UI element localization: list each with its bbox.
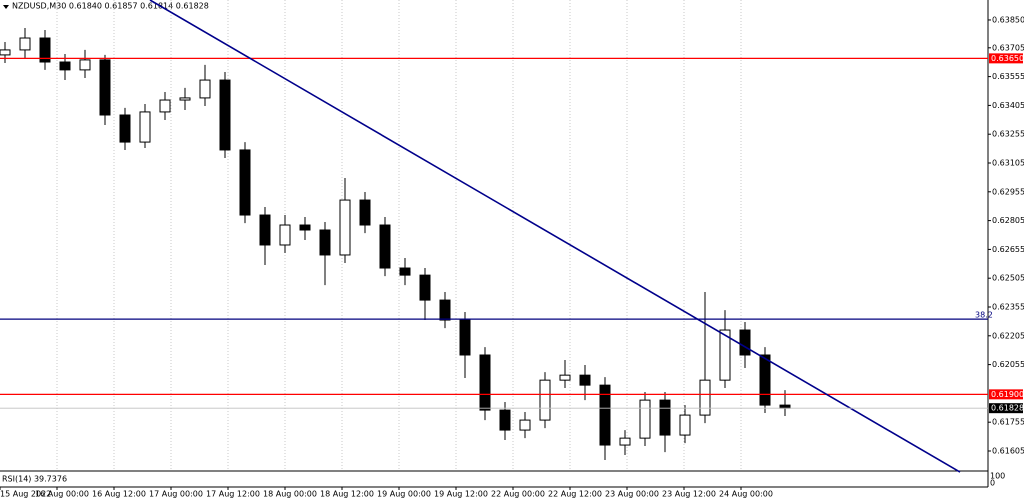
candle-body xyxy=(679,414,691,436)
x-tick-label: 24 Aug 00:00 xyxy=(719,490,773,499)
y-tick-label: 0.61755 xyxy=(992,418,1024,427)
candle-body xyxy=(139,111,151,143)
candle-body xyxy=(779,404,791,409)
x-tick-label: 19 Aug 00:00 xyxy=(377,490,431,499)
candle-body xyxy=(559,374,571,381)
candle-body xyxy=(319,229,331,256)
y-tick-label: 0.63105 xyxy=(992,159,1024,168)
candle-body xyxy=(279,224,291,246)
candle-body xyxy=(39,37,51,63)
last-price-label: 0.61828 xyxy=(991,404,1024,413)
x-tick-label: 17 Aug 12:00 xyxy=(206,490,260,499)
candle-body xyxy=(439,299,451,321)
y-tick-label: 0.63705 xyxy=(992,43,1024,52)
candle-body xyxy=(179,97,191,101)
x-tick-label: 19 Aug 12:00 xyxy=(434,490,488,499)
x-tick-label: 22 Aug 12:00 xyxy=(548,490,602,499)
candle-body xyxy=(479,354,491,411)
candle-body xyxy=(739,329,751,356)
candle-body xyxy=(599,384,611,446)
candle-body xyxy=(199,79,211,99)
y-tick-label: 0.62205 xyxy=(992,331,1024,340)
candle-body xyxy=(539,379,551,421)
candle-body xyxy=(579,374,591,386)
last-price-box xyxy=(989,403,1023,414)
trendline xyxy=(149,0,961,473)
candle-body xyxy=(159,99,171,113)
x-tick-label: 23 Aug 00:00 xyxy=(605,490,659,499)
chart-title: NZDUSD,M30 0.61840 0.61857 0.61814 0.618… xyxy=(12,2,209,11)
candle-body xyxy=(379,224,391,269)
x-tick-label: 16 Aug 00:00 xyxy=(35,490,89,499)
candle-body xyxy=(519,419,531,431)
x-tick-label: 17 Aug 00:00 xyxy=(149,490,203,499)
candle-body xyxy=(79,59,91,71)
candle-body xyxy=(19,37,31,51)
x-tick-label: 23 Aug 12:00 xyxy=(662,490,716,499)
indicator-scale-label: 100 xyxy=(990,472,1005,481)
candle-body xyxy=(499,409,511,431)
candle-body xyxy=(639,399,651,439)
candle-body xyxy=(619,437,631,446)
candle-body xyxy=(399,267,411,276)
price-label-box xyxy=(989,53,1023,64)
y-tick-label: 0.63850 xyxy=(992,15,1024,24)
x-tick-label: 15 Aug 2022 xyxy=(0,490,51,499)
y-tick-label: 0.61605 xyxy=(992,446,1024,455)
y-tick-label: 0.62655 xyxy=(992,245,1024,254)
x-tick-label: 18 Aug 12:00 xyxy=(320,490,374,499)
candle-body xyxy=(759,354,771,406)
y-tick-label: 0.62055 xyxy=(992,360,1024,369)
candle-body xyxy=(699,379,711,416)
price-label: 0.61900 xyxy=(991,390,1024,399)
candle-body xyxy=(419,274,431,301)
y-tick-label: 0.62805 xyxy=(992,216,1024,225)
y-tick-label: 0.62505 xyxy=(992,274,1024,283)
candle-body xyxy=(339,199,351,256)
candle-body xyxy=(59,61,71,71)
candle-body xyxy=(0,49,11,56)
x-tick-label: 18 Aug 00:00 xyxy=(263,490,317,499)
symbol-menu-icon[interactable] xyxy=(3,5,9,9)
price-label-box xyxy=(989,389,1023,400)
candle-body xyxy=(239,149,251,216)
candle-body xyxy=(459,319,471,356)
x-tick-label: 16 Aug 12:00 xyxy=(92,490,146,499)
candle-body xyxy=(99,59,111,116)
candle-body xyxy=(719,329,731,381)
candle-body xyxy=(219,79,231,151)
y-tick-label: 0.63405 xyxy=(992,101,1024,110)
candle-body xyxy=(659,399,671,436)
candle-body xyxy=(299,224,311,231)
candle-body xyxy=(359,199,371,226)
indicator-scale-label: 0 xyxy=(990,479,995,488)
price-label: 0.63650 xyxy=(991,54,1024,63)
x-tick-label: 22 Aug 00:00 xyxy=(491,490,545,499)
level-label: 38.2 xyxy=(975,311,993,320)
y-tick-label: 0.63255 xyxy=(992,130,1024,139)
candle-body xyxy=(259,214,271,246)
y-tick-label: 0.62955 xyxy=(992,187,1024,196)
y-tick-label: 0.62355 xyxy=(992,302,1024,311)
candle-body xyxy=(119,114,131,143)
indicator-title: RSI(14) 39.7376 xyxy=(2,475,67,484)
y-tick-label: 0.63555 xyxy=(992,72,1024,81)
